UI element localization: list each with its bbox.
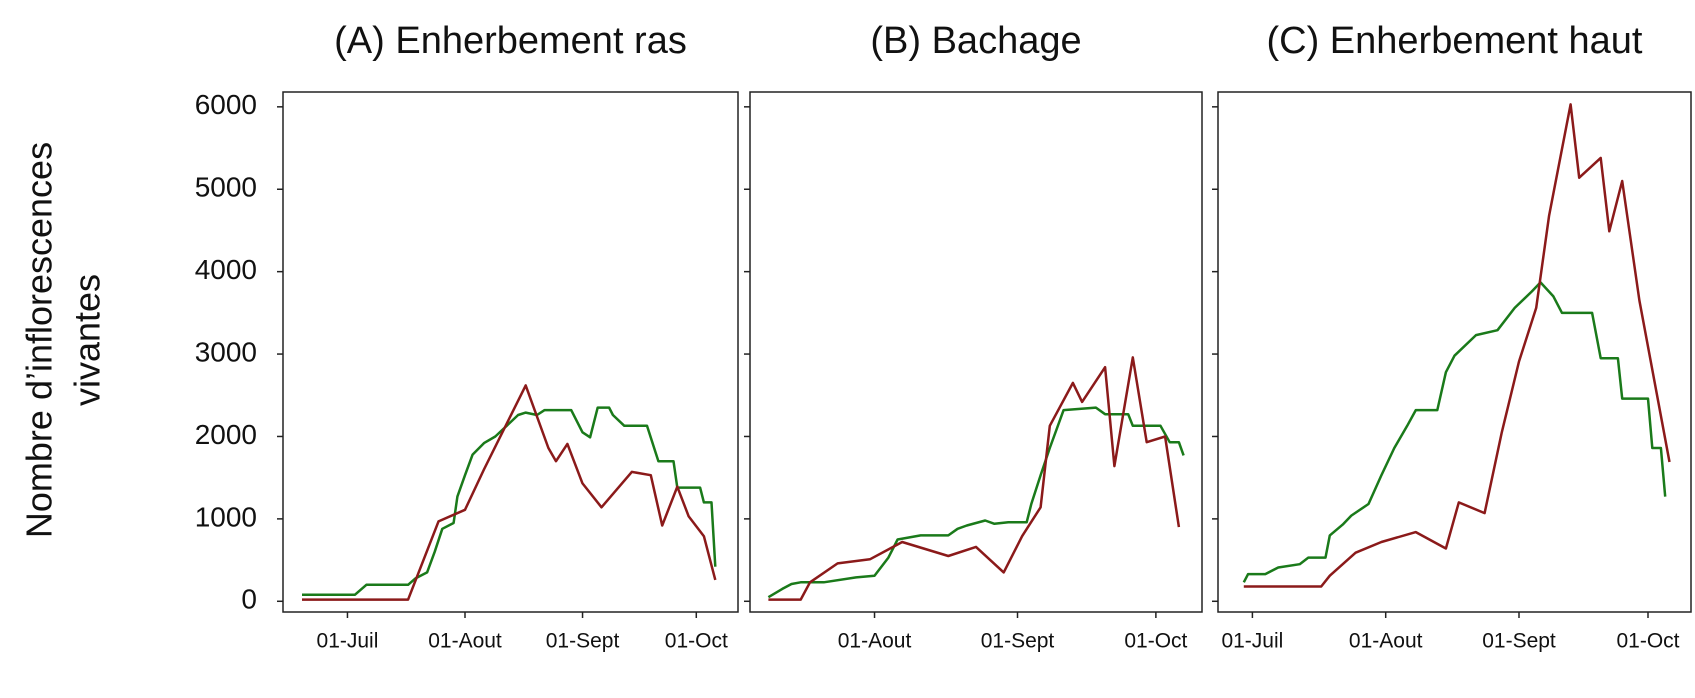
panel-title: (A) Enherbement ras [334, 20, 687, 62]
x-tick-label: 01-Aout [428, 630, 502, 653]
x-tick-label: 01-Juil [1221, 630, 1283, 653]
plot-frame [1217, 91, 1692, 613]
x-tick-label: 01-Sept [546, 630, 620, 653]
y-tick-label: 4000 [195, 254, 257, 285]
x-tick-label: 01-Sept [981, 630, 1055, 653]
y-tick-label: 0 [241, 584, 257, 615]
x-tick-label: 01-Aout [1349, 630, 1423, 653]
x-tick-label: 01-Sept [1482, 630, 1556, 653]
panel-title: (B) Bachage [870, 20, 1081, 62]
x-tick-label: 01-Aout [838, 630, 912, 653]
x-tick-label: 01-Juil [317, 630, 379, 653]
series-line [302, 384, 717, 601]
y-axis-title: Nombre d’inflorescences vivantes [19, 142, 108, 538]
x-tick-label: 01-Oct [665, 630, 728, 653]
x-tick-label: 01-Oct [1124, 630, 1187, 653]
series-line [1242, 281, 1667, 583]
y-tick-label: 2000 [195, 419, 257, 450]
x-tick-label: 01-Oct [1616, 630, 1679, 653]
y-tick-label: 3000 [195, 336, 257, 367]
panel-title: (C) Enherbement haut [1267, 20, 1643, 62]
series-line [1243, 103, 1671, 588]
series-line [768, 356, 1181, 601]
y-axis-title-line: Nombre d’inflorescences [19, 142, 60, 538]
series-line [302, 406, 717, 596]
series-line [767, 406, 1185, 599]
y-axis-title-line: vivantes [67, 274, 108, 406]
y-tick-label: 1000 [195, 501, 257, 532]
y-tick-label: 5000 [195, 172, 257, 203]
y-tick-label: 6000 [195, 89, 257, 120]
plot-frame [749, 91, 1203, 613]
plot-frame [282, 91, 739, 613]
